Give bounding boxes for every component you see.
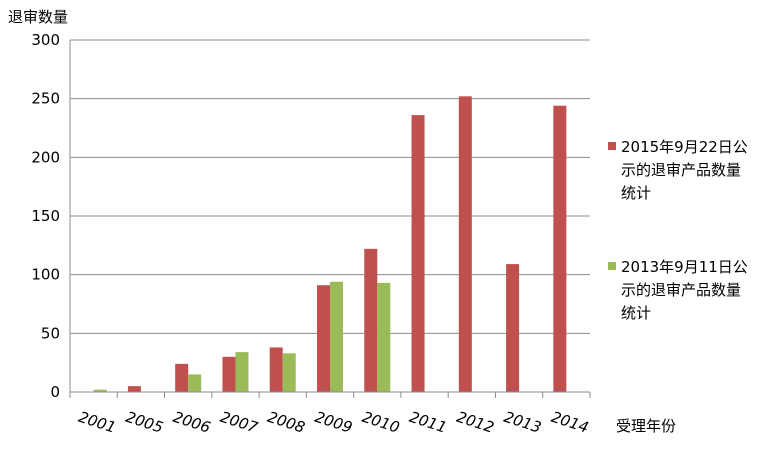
legend-swatch [608, 262, 616, 270]
x-tick-label: 2012 [454, 408, 496, 437]
x-tick-label: 2014 [549, 408, 591, 437]
x-tick-labels: 2001 2005 2006 2007 2008 2009 2010 2011 2012 2013… [76, 408, 591, 437]
y-tick-label: 300 [31, 31, 60, 49]
x-tick-label: 2005 [124, 408, 166, 437]
gridlines [70, 39, 590, 334]
bar-series-1-2010 [364, 248, 378, 392]
bar-series-2-2007 [235, 352, 249, 392]
legend-label: 统计 [621, 304, 651, 322]
bar-series-1-2006 [175, 363, 189, 392]
bar-series-2-2009 [330, 281, 343, 392]
y-tick-label: 150 [31, 207, 60, 225]
y-tick-label: 200 [31, 148, 60, 166]
x-tick-label: 2011 [407, 408, 449, 437]
bar-series-1-2011 [411, 115, 425, 393]
bar-series-2-2006 [188, 374, 202, 392]
legend-label: 示的退审产品数量 [621, 281, 741, 299]
bar-series-1-2013 [506, 264, 520, 392]
legend-label: 统计 [621, 184, 651, 202]
x-tick-label: 2010 [360, 408, 402, 437]
bar-series-1-2012 [458, 96, 472, 392]
bar-series-1-2005 [127, 386, 141, 392]
bar-series-1-2008 [269, 347, 283, 392]
y-axis-title: 退审数量 [8, 8, 68, 26]
bar-series-2-2008 [282, 353, 296, 392]
legend-label: 2013年9月11日公 [621, 258, 748, 276]
y-tick-label: 250 [31, 90, 60, 108]
bar-series-1-2007 [222, 356, 236, 392]
x-tick-label: 2007 [218, 408, 260, 437]
y-tick-label: 50 [41, 324, 60, 342]
x-tick-label: 2008 [265, 408, 307, 437]
y-tick-label: 100 [31, 266, 60, 284]
y-tick-label: 0 [50, 383, 60, 401]
bar-series-2-2010 [377, 282, 391, 392]
x-tick-label: 2001 [76, 408, 118, 437]
legend-label: 2015年9月22日公 [621, 138, 748, 156]
bar-series-2-2001 [93, 389, 107, 392]
bars [93, 96, 567, 393]
x-axis-title: 受理年份 [616, 417, 676, 435]
axes [69, 40, 591, 398]
y-tick-labels: 0 50 100 150 200 250 300 [31, 31, 60, 401]
bar-series-1-2014 [553, 105, 567, 392]
legend-label: 示的退审产品数量 [621, 161, 741, 179]
bar-series-1-2009 [317, 285, 330, 392]
x-tick-label: 2006 [171, 408, 213, 437]
legend-swatch [608, 142, 616, 150]
x-tick-label: 2013 [502, 408, 544, 437]
x-tick-label: 2009 [313, 408, 355, 437]
